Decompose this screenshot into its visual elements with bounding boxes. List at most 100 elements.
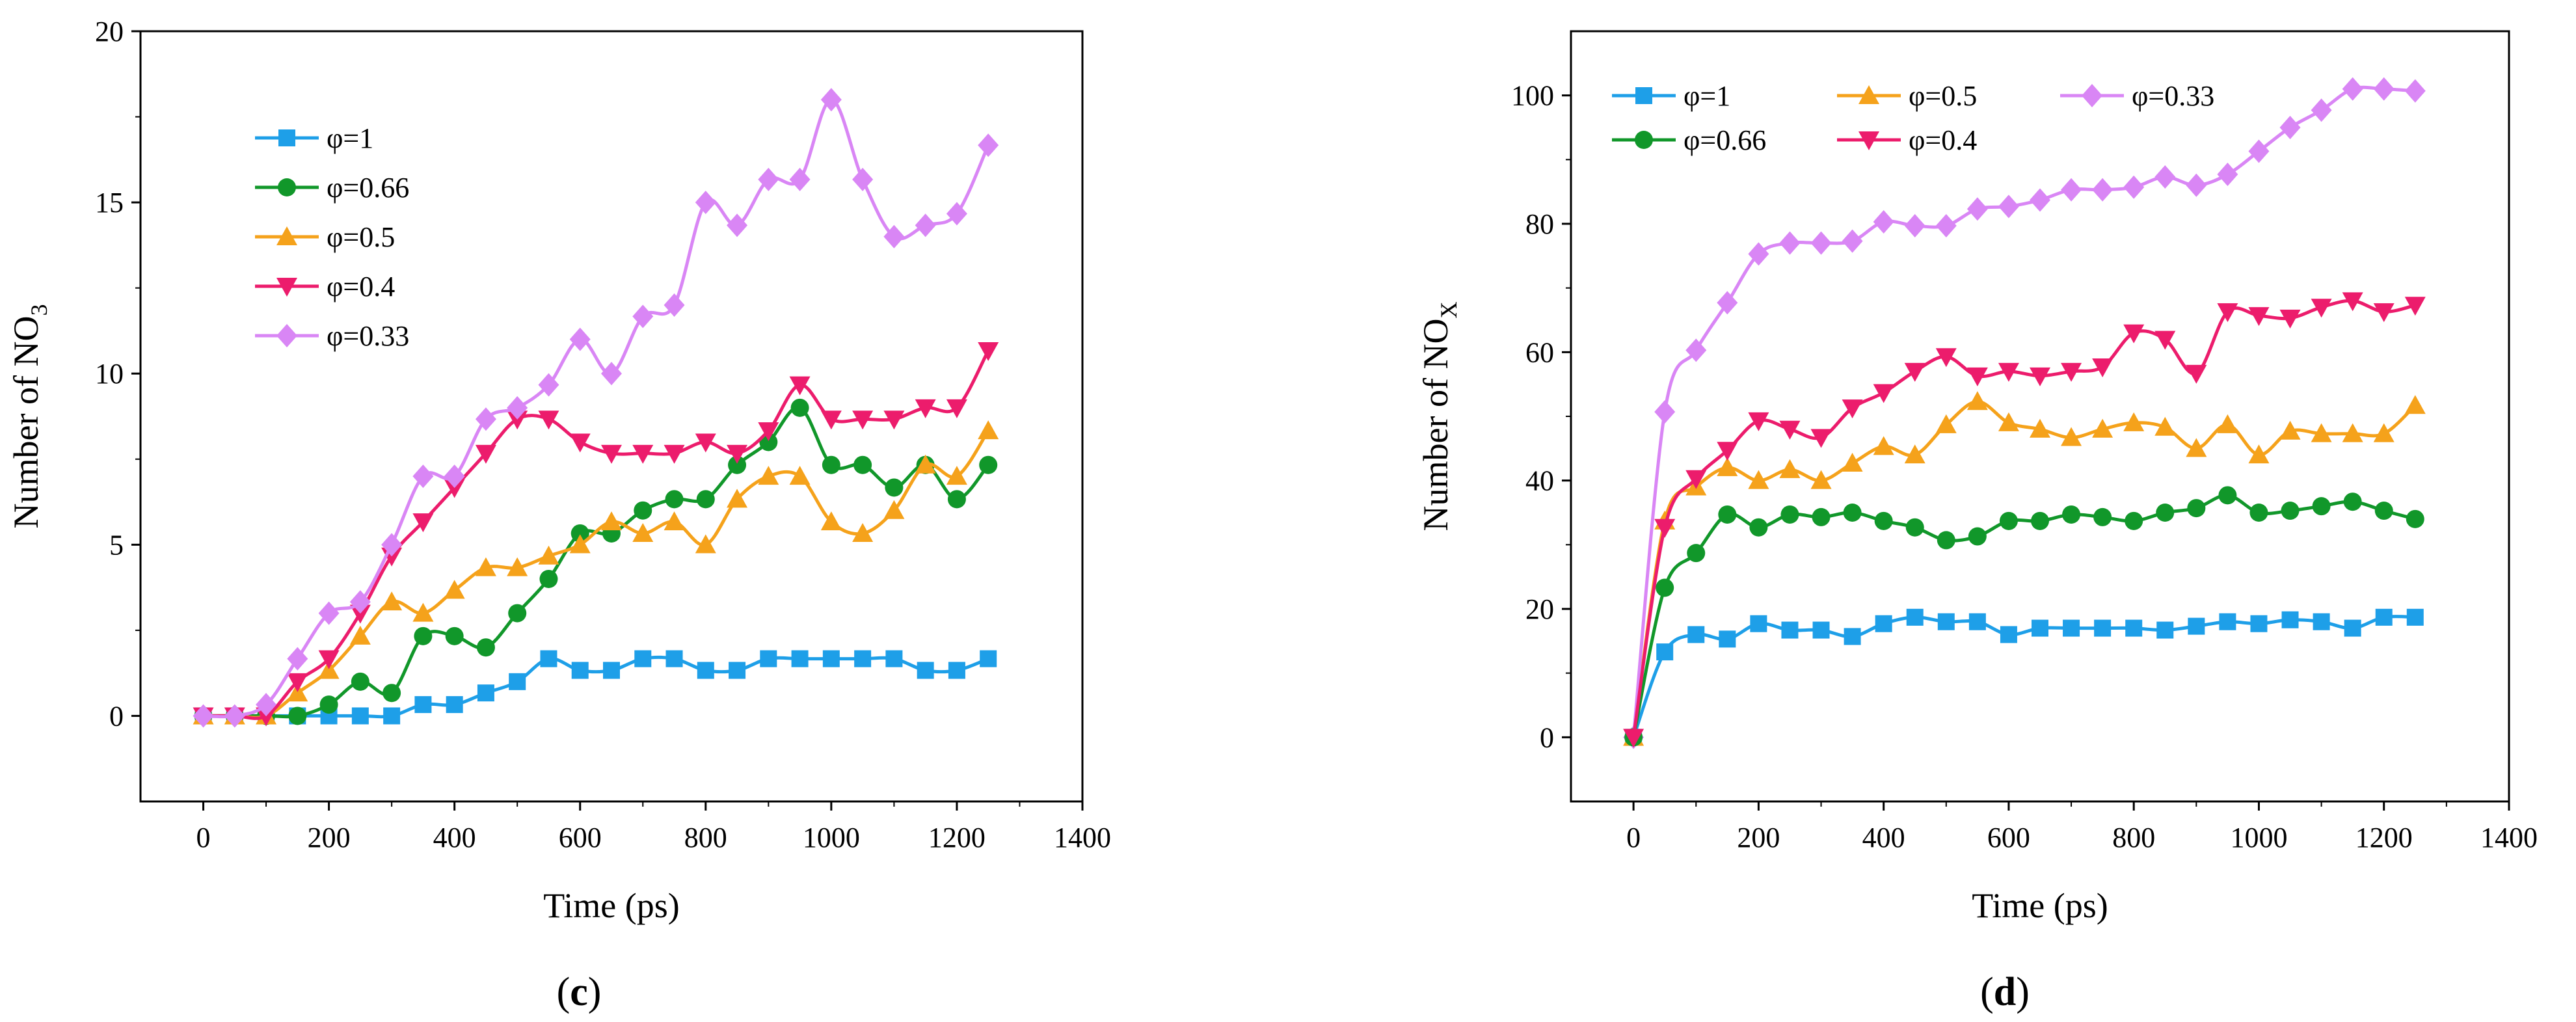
series-φ=1 (1625, 608, 2424, 746)
x-tick-label: 600 (559, 822, 602, 854)
data-point (1935, 348, 1957, 368)
data-point (507, 410, 528, 430)
data-point (1873, 436, 1894, 455)
data-point (1935, 414, 1957, 433)
data-point (915, 454, 936, 474)
data-point (2154, 165, 2176, 189)
data-point (601, 511, 622, 531)
data-point (1718, 505, 1737, 524)
data-point (2186, 438, 2207, 457)
data-point (789, 376, 811, 396)
data-point (539, 569, 558, 588)
data-point (2311, 98, 2332, 122)
y-tick-label: 5 (109, 529, 124, 561)
data-point (2249, 504, 2268, 522)
data-point (1810, 470, 1832, 489)
data-point (1905, 518, 1924, 537)
legend-swatch-marker (1635, 87, 1652, 104)
data-point (664, 444, 685, 464)
data-point (632, 522, 654, 542)
data-point (758, 466, 779, 485)
data-point (351, 672, 369, 691)
data-point (1810, 231, 1832, 255)
x-tick-label: 400 (433, 822, 476, 854)
data-point (256, 693, 277, 717)
x-tick-label: 1000 (2230, 822, 2287, 854)
data-point (2123, 412, 2145, 431)
data-point (1968, 613, 1986, 630)
data-point (2061, 427, 2082, 446)
legend-item: φ=0.5 (255, 221, 395, 253)
data-point (2406, 509, 2424, 528)
data-point (2030, 188, 2050, 212)
legend-swatch-marker (2082, 84, 2102, 107)
data-point (852, 522, 874, 542)
data-point (632, 304, 654, 329)
data-point (852, 410, 874, 430)
data-point (820, 88, 842, 112)
data-point (883, 410, 905, 430)
data-point (1998, 362, 2019, 382)
y-tick-label: 10 (95, 358, 124, 390)
data-point (2373, 423, 2395, 442)
data-point (2313, 613, 2330, 630)
legend-item: φ=1 (255, 122, 373, 154)
data-point (1904, 362, 1925, 382)
data-point (318, 650, 340, 669)
data-point (2279, 420, 2301, 440)
data-point (728, 455, 747, 474)
data-point (1719, 630, 1736, 648)
data-point (885, 478, 904, 497)
data-point (2187, 499, 2206, 518)
data-point (2344, 619, 2361, 637)
data-point (2156, 504, 2175, 522)
data-point (1781, 621, 1799, 639)
data-point (1968, 527, 1987, 546)
data-point (1780, 505, 1799, 524)
data-point (2374, 502, 2393, 520)
data-point (601, 362, 622, 386)
data-point (822, 650, 840, 667)
x-tick-label: 600 (1987, 822, 2030, 854)
data-point (538, 545, 559, 565)
legend-label: φ=0.5 (327, 221, 395, 253)
y-tick-label: 60 (1525, 336, 1554, 368)
data-point (760, 650, 777, 667)
data-point (634, 650, 652, 667)
data-point (287, 647, 308, 671)
data-point (915, 399, 936, 418)
legend-label: φ=1 (327, 122, 373, 154)
data-point (2373, 303, 2395, 323)
data-point (318, 660, 340, 679)
data-point (475, 407, 496, 431)
data-point (538, 373, 559, 397)
data-point (632, 444, 654, 464)
data-point (414, 696, 432, 714)
data-point (2125, 619, 2143, 637)
series-φ=0.66 (1624, 486, 2424, 747)
data-point (1842, 453, 1863, 472)
legend-item: φ=0.4 (1837, 124, 1977, 156)
y-tick-label: 15 (95, 187, 124, 219)
data-point (318, 601, 340, 625)
data-point (1935, 213, 1957, 237)
data-point (665, 490, 684, 509)
data-point (695, 433, 716, 453)
series-φ=0.5 (193, 420, 999, 725)
x-tick-label: 1200 (928, 822, 986, 854)
data-point (758, 167, 779, 191)
data-point (444, 580, 465, 599)
data-point (697, 662, 714, 679)
data-point (224, 704, 245, 728)
legend-label: φ=0.66 (327, 172, 409, 204)
data-point (729, 662, 746, 679)
legend-item: φ=0.33 (2060, 80, 2214, 112)
series-line (203, 98, 990, 719)
data-point (758, 422, 779, 442)
data-point (917, 662, 934, 679)
legend-label: φ=1 (1684, 80, 1730, 112)
data-point (696, 490, 715, 509)
data-point (1998, 412, 2019, 431)
y-axis-title-main: Number of NO (1416, 319, 1455, 531)
data-point (1874, 511, 1893, 530)
